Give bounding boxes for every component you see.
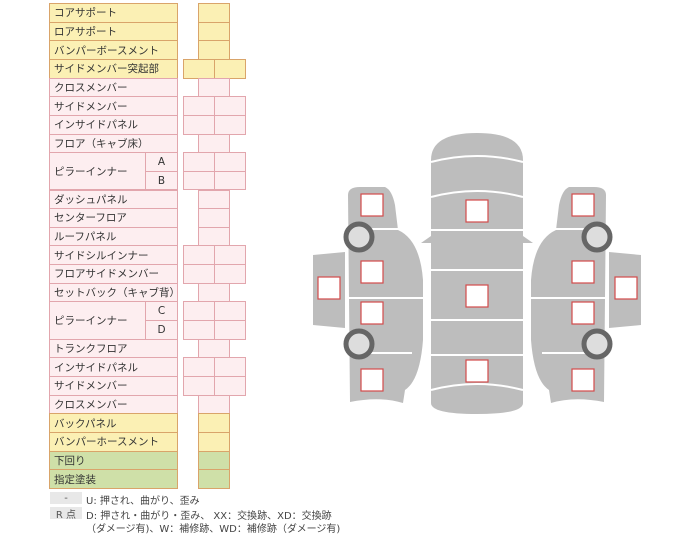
marker-box[interactable] (571, 193, 595, 217)
marker-box[interactable] (317, 276, 341, 300)
part-label: ピラーインナー (49, 301, 146, 340)
marker-box[interactable] (465, 199, 489, 223)
check-cell-right[interactable] (214, 376, 246, 396)
check-cell-right[interactable] (214, 264, 246, 284)
tire-icon (343, 221, 375, 253)
part-label: フロア（キャブ床） (49, 133, 178, 154)
marker-box[interactable] (571, 260, 595, 284)
part-sub-label: A (145, 152, 178, 172)
right-pillar-tab (523, 236, 533, 243)
legend-text-dash: U: 押され、曲がり、歪み (86, 496, 200, 507)
part-label: 指定塗装 (49, 469, 178, 489)
part-label: バンパーホースメント (49, 431, 178, 452)
tire-icon (581, 221, 613, 253)
part-label: ピラーインナー (49, 152, 146, 191)
part-label: サイドメンバー突起部 (49, 58, 178, 79)
marker-box[interactable] (360, 301, 384, 325)
part-label: インサイドパネル (49, 114, 178, 135)
check-cell-right[interactable] (214, 58, 246, 79)
part-label: サイドシルインナー (49, 245, 178, 266)
car-body-center (431, 133, 523, 414)
part-label: バンパーボースメント (49, 40, 178, 60)
part-label: バックパネル (49, 413, 178, 433)
left-pillar-tab (421, 236, 431, 243)
marker-box[interactable] (360, 368, 384, 392)
marker-box[interactable] (465, 359, 489, 383)
part-label: クロスメンバー (49, 77, 178, 98)
legend-text-r-1: D: 押され・曲がり・歪み、 XX：交換跡、XD：交換跡 (86, 511, 332, 522)
part-label: フロアサイドメンバー (49, 264, 178, 284)
part-sub-label: C (145, 301, 178, 322)
marker-box[interactable] (465, 284, 489, 308)
marker-box[interactable] (360, 260, 384, 284)
car-side-right (531, 187, 606, 403)
marker-box[interactable] (571, 301, 595, 325)
tire-icon (343, 328, 375, 360)
check-cell-right[interactable] (214, 170, 246, 191)
part-label: センターフロア (49, 208, 178, 228)
check-cell[interactable] (198, 469, 230, 489)
legend-key-dash: - (50, 492, 82, 504)
marker-box[interactable] (360, 193, 384, 217)
part-label: サイドメンバー (49, 96, 178, 116)
legend-text-r-2: （ダメージ有)、W：補修跡、WD：補修跡（ダメージ有) (86, 524, 341, 535)
marker-box[interactable] (571, 368, 595, 392)
part-label: クロスメンバー (49, 394, 178, 415)
tire-icon (581, 328, 613, 360)
check-cell-right[interactable] (214, 320, 246, 340)
car-side-left (348, 187, 423, 403)
legend-key-r: R 点 (50, 507, 82, 521)
marker-box[interactable] (614, 276, 638, 300)
check-cell-right[interactable] (214, 114, 246, 135)
